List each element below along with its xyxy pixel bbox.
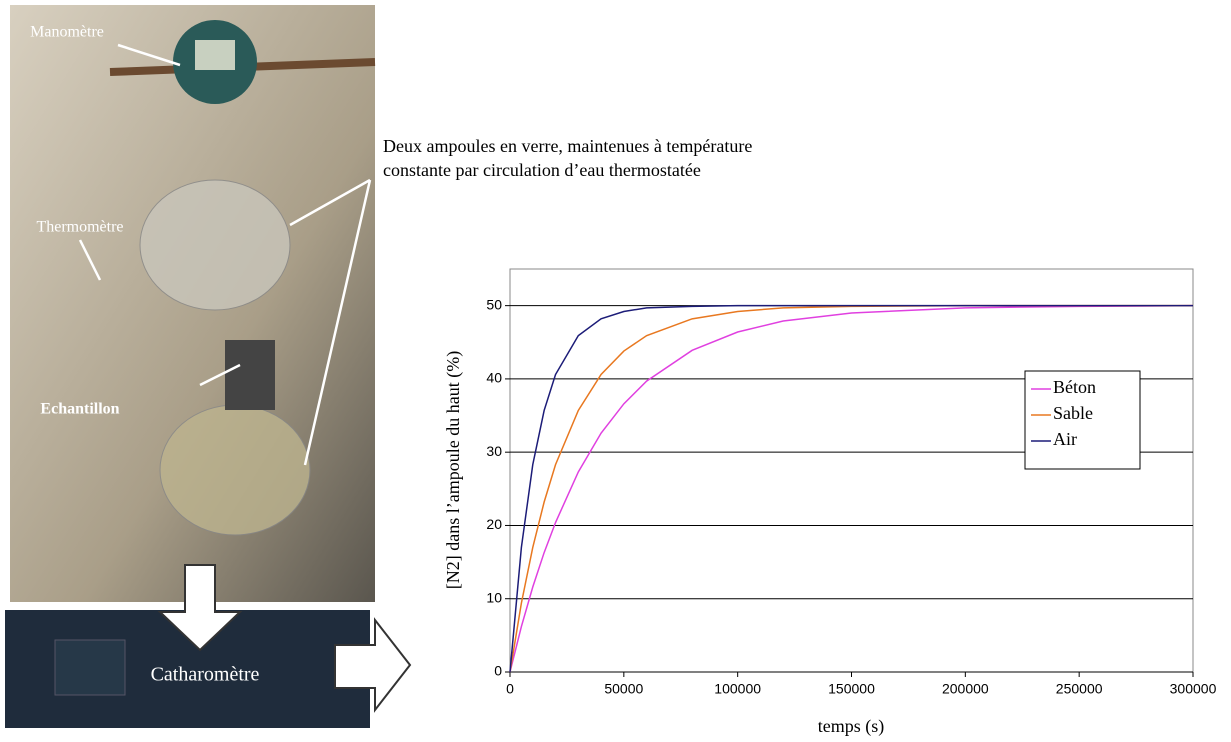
y-tick-label: 20 [486, 516, 502, 532]
x-tick-label: 300000 [1170, 681, 1217, 697]
x-tick-label: 150000 [828, 681, 875, 697]
plot-area [509, 268, 1194, 673]
legend-box [1024, 370, 1141, 470]
caption-line: Deux ampoules en verre, maintenues à tem… [383, 136, 752, 156]
legend-label: Sable [1053, 403, 1093, 423]
pointer-lines [78, 43, 372, 466]
photo-label: Echantillon [40, 401, 119, 418]
catharometer-screen [54, 639, 126, 696]
down-arrow [157, 564, 243, 652]
series-line [509, 304, 1193, 673]
caption-line: constante par circulation d’eau thermost… [383, 160, 701, 180]
y-tick-label: 50 [486, 296, 502, 312]
photo-label: Catharomètre [151, 664, 260, 686]
series-line [509, 304, 1193, 673]
y-tick-label: 30 [486, 443, 502, 459]
legend-label: Air [1053, 429, 1077, 449]
y-tick-label: 40 [486, 370, 502, 386]
x-tick-label: 50000 [604, 681, 643, 697]
x-tick-label: 100000 [714, 681, 761, 697]
x-tick-label: 200000 [942, 681, 989, 697]
photo-label: Thermomètre [36, 219, 123, 236]
y-tick-label: 10 [486, 589, 502, 605]
manometer-display [195, 40, 235, 70]
y-tick-label: 0 [494, 663, 502, 679]
upper-bulb [139, 179, 291, 311]
x-axis-label: temps (s) [818, 716, 885, 737]
y-axis-label: [N2] dans l’ampoule du haut (%) [443, 351, 464, 589]
lower-bulb [159, 404, 311, 536]
series-line [509, 304, 1194, 673]
legend-label: Béton [1053, 377, 1096, 397]
right-arrow [334, 617, 412, 713]
x-tick-label: 0 [506, 681, 514, 697]
sample-holder [225, 340, 275, 410]
x-tick-label: 250000 [1056, 681, 1103, 697]
photo-label: Manomètre [30, 24, 104, 41]
